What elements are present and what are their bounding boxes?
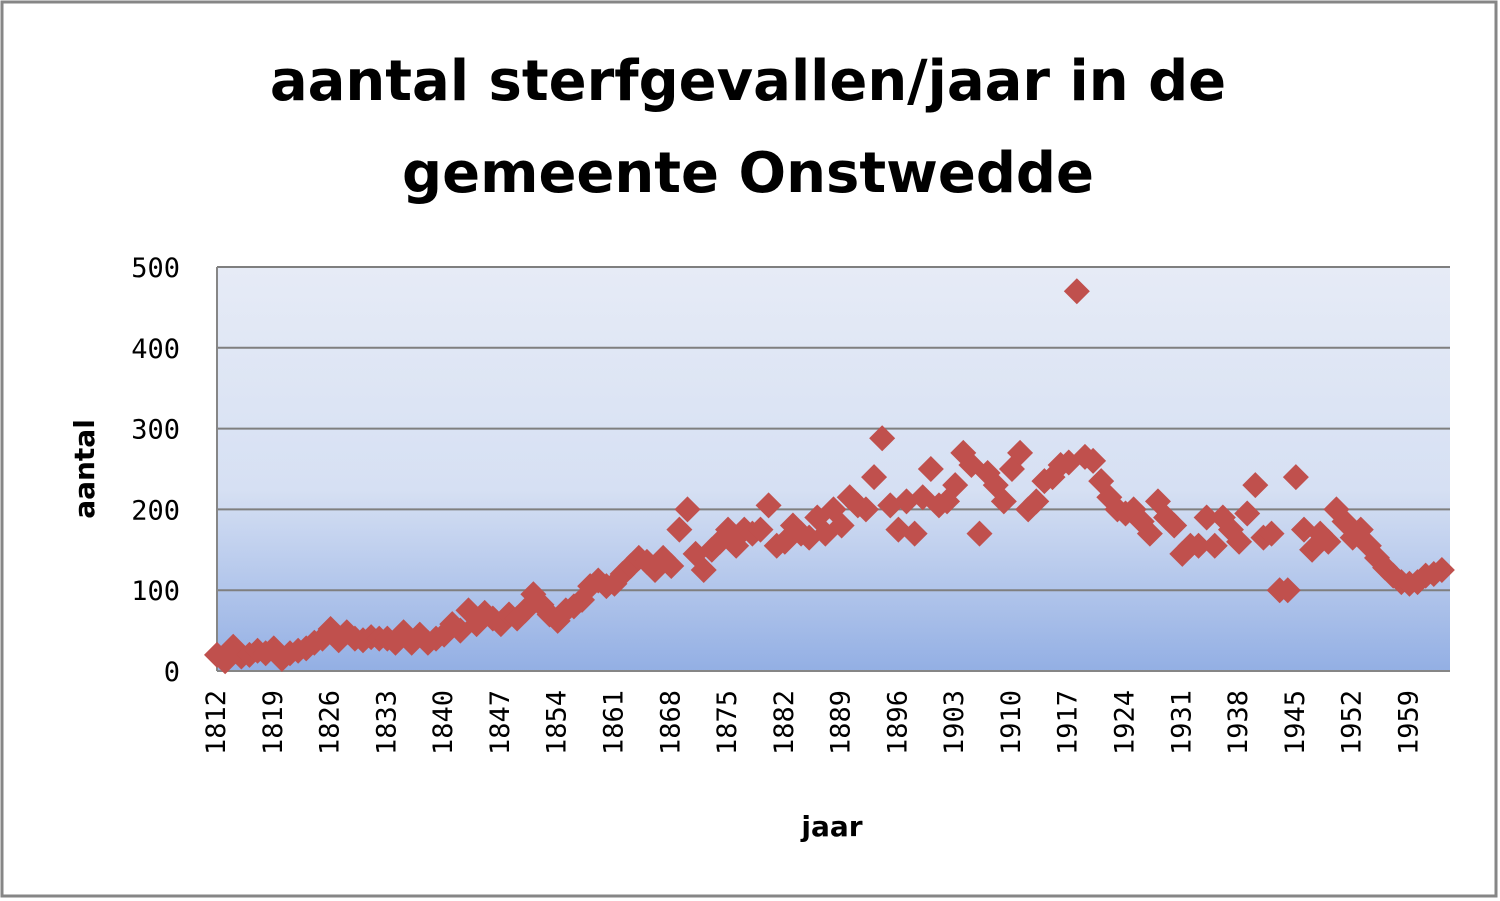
data-point bbox=[1201, 532, 1228, 559]
data-point bbox=[917, 456, 944, 482]
x-tick-label: 1826 bbox=[315, 690, 346, 755]
x-axis-title: jaar bbox=[800, 810, 862, 843]
chart-title-line-2: gemeente Onstwedde bbox=[402, 141, 1094, 206]
x-tick-label: 1854 bbox=[542, 690, 573, 755]
data-point bbox=[990, 488, 1017, 515]
x-tick-label: 1861 bbox=[598, 690, 629, 755]
data-markers bbox=[204, 278, 1455, 675]
x-tick-label: 1882 bbox=[769, 690, 800, 755]
y-tick-label: 100 bbox=[131, 576, 180, 607]
data-point bbox=[666, 516, 693, 543]
x-tick-label: 1931 bbox=[1166, 690, 1197, 755]
x-tick-label: 1959 bbox=[1393, 690, 1424, 755]
y-tick-label: 200 bbox=[131, 495, 180, 526]
y-tick-label: 500 bbox=[131, 253, 180, 284]
x-tick-label: 1896 bbox=[882, 690, 913, 755]
data-point bbox=[1023, 488, 1050, 515]
data-point bbox=[1258, 520, 1285, 547]
data-point bbox=[966, 520, 993, 547]
data-point bbox=[820, 496, 847, 523]
data-point bbox=[1007, 439, 1034, 466]
x-tick-label: 1910 bbox=[996, 690, 1027, 755]
x-tick-label: 1819 bbox=[258, 690, 289, 755]
x-tick-label: 1945 bbox=[1280, 690, 1311, 755]
data-point bbox=[942, 472, 969, 499]
chart-title-line-1: aantal sterfgevallen/jaar in de bbox=[270, 49, 1226, 114]
x-tick-label: 1924 bbox=[1110, 690, 1141, 755]
x-tick-label: 1847 bbox=[485, 690, 516, 755]
data-point bbox=[998, 456, 1025, 482]
data-point bbox=[658, 552, 685, 579]
gridlines bbox=[216, 266, 1450, 672]
data-point bbox=[1080, 447, 1107, 474]
data-point bbox=[852, 496, 879, 523]
x-axis-ticks: 1812 1819 1826 1833 1840 1847 1854 1861 1868 1875… bbox=[201, 690, 1424, 755]
data-point bbox=[690, 557, 717, 583]
data-point bbox=[1185, 532, 1212, 559]
y-axis-title: aantal bbox=[68, 419, 101, 519]
y-tick-label: 400 bbox=[131, 334, 180, 365]
data-point bbox=[1226, 528, 1253, 555]
data-point bbox=[1323, 496, 1350, 523]
data-point bbox=[1161, 512, 1188, 539]
data-point bbox=[755, 492, 782, 519]
data-point bbox=[1242, 472, 1269, 499]
data-point bbox=[828, 512, 855, 539]
x-tick-label: 1875 bbox=[712, 690, 743, 755]
x-tick-label: 1952 bbox=[1337, 690, 1368, 755]
data-point bbox=[1120, 496, 1147, 523]
x-tick-label: 1868 bbox=[655, 690, 686, 755]
x-tick-label: 1812 bbox=[201, 690, 232, 755]
x-tick-label: 1840 bbox=[428, 690, 459, 755]
data-point bbox=[1193, 504, 1220, 531]
data-point bbox=[1274, 577, 1301, 604]
plot-area bbox=[217, 267, 1450, 671]
data-point bbox=[1063, 278, 1090, 305]
x-tick-label: 1833 bbox=[371, 690, 402, 755]
data-point bbox=[901, 520, 928, 547]
data-point bbox=[861, 464, 888, 491]
y-tick-label: 0 bbox=[164, 657, 180, 688]
data-point bbox=[869, 425, 896, 452]
data-point bbox=[1428, 557, 1455, 583]
data-point bbox=[1315, 528, 1342, 555]
x-tick-label: 1903 bbox=[939, 690, 970, 755]
data-point bbox=[674, 496, 701, 523]
x-tick-label: 1889 bbox=[826, 690, 857, 755]
data-point bbox=[1234, 500, 1261, 527]
data-point bbox=[747, 516, 774, 543]
x-tick-label: 1917 bbox=[1053, 690, 1084, 755]
x-tick-label: 1938 bbox=[1223, 690, 1254, 755]
data-point bbox=[1282, 464, 1309, 491]
data-point bbox=[1136, 520, 1163, 547]
y-tick-label: 300 bbox=[131, 415, 180, 446]
data-point bbox=[487, 611, 514, 638]
y-axis-ticks: 0 100 200 300 400 500 bbox=[131, 253, 180, 688]
